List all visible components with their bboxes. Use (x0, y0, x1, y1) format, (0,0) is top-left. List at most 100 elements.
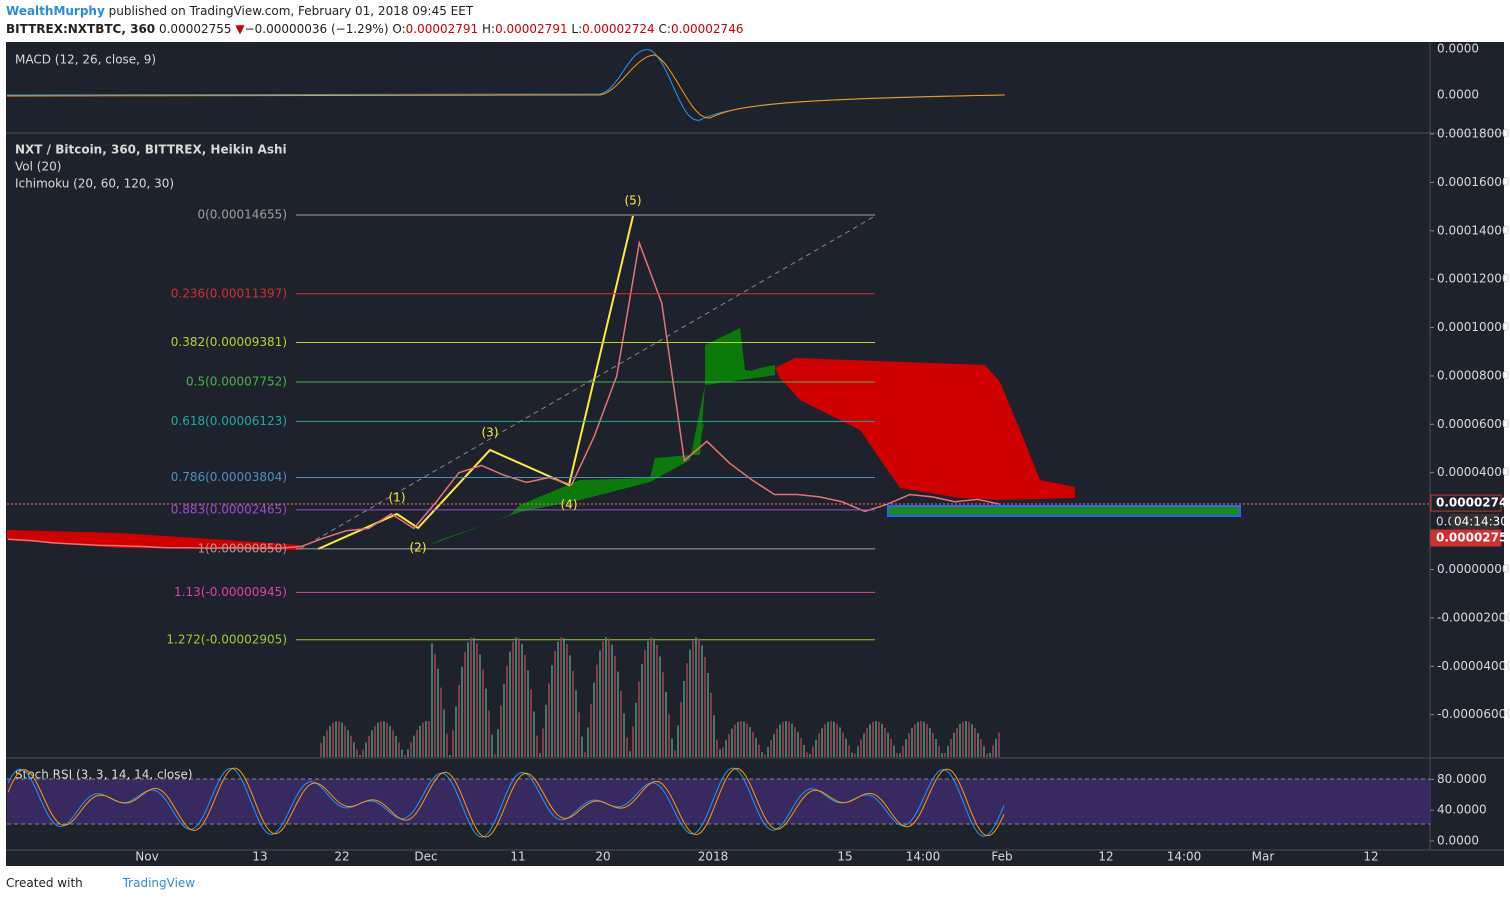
price-series (7, 240, 1001, 549)
volume-bar (617, 671, 619, 757)
brand[interactable]: TradingView (122, 876, 196, 890)
volume-bar (329, 725, 331, 757)
volume-bar (881, 723, 883, 757)
volume-bar (752, 732, 754, 757)
created: Created with (6, 876, 83, 890)
volume-bar (890, 738, 892, 757)
low: 0.00002724 (582, 22, 655, 36)
volume-bar (359, 755, 361, 757)
wave-line (317, 215, 634, 550)
volume-bar (827, 721, 829, 757)
volume-bar (863, 733, 865, 757)
volume-bar (413, 735, 415, 757)
volume-bar (836, 723, 838, 757)
volume-bar (332, 722, 334, 757)
volume-bar (428, 721, 430, 757)
x-tick-label: 15 (837, 850, 852, 864)
volume-bar (731, 728, 733, 757)
wave-label: (1) (389, 491, 406, 505)
volume-bar (695, 637, 697, 757)
volume-bar (584, 752, 586, 757)
stoch-tick-label: 40.0000 (1437, 803, 1487, 817)
volume-bar (671, 738, 673, 757)
volume-bar (476, 643, 478, 757)
volume-bar (842, 732, 844, 757)
volume-bar (446, 733, 448, 757)
y-tick-label: 0.00008000 (1437, 368, 1510, 382)
volume-bar (788, 721, 790, 757)
volume-bar (473, 637, 475, 757)
volume-bar (803, 745, 805, 757)
volume-bar (341, 722, 343, 757)
volume-bar (677, 725, 679, 757)
volume-bar (773, 733, 775, 757)
volume-bar (872, 721, 874, 757)
volume-bar (563, 638, 565, 757)
volume-bar (449, 755, 451, 757)
chart: MACD (12, 26, close, 9) NXT / Bitcoin, 36… (6, 42, 1510, 866)
volume-bar (653, 638, 655, 757)
volume-bar (650, 637, 652, 757)
volume-bar (539, 753, 541, 757)
volume-bar (410, 742, 412, 757)
volume-bar (767, 746, 769, 757)
indicator-legend: Ichimoku (20, 60, 120, 30) (15, 177, 174, 191)
volume-bar (383, 721, 385, 757)
volume-bar (821, 728, 823, 757)
volume-bar (668, 714, 670, 757)
symbol: BITTREX:NXTBTC, 360 (6, 22, 156, 36)
stoch-bounds (7, 778, 1430, 825)
volume-bar (530, 689, 532, 757)
volume-bar (944, 753, 946, 757)
volume-bar (761, 752, 763, 757)
volume-bar (362, 749, 364, 757)
fib-label: 0.236(0.00011397) (171, 286, 287, 300)
volume-bar (938, 745, 940, 757)
volume-bar (962, 721, 964, 757)
volume-bar (902, 746, 904, 757)
volume-bar (338, 721, 340, 757)
volume-bar (782, 722, 784, 757)
volume-bar (740, 721, 742, 757)
volume-bar (743, 721, 745, 757)
y-tick-label: 0.00014000 (1437, 223, 1510, 237)
volume-bar (914, 724, 916, 757)
volume-bar (557, 641, 559, 757)
volume-bar (536, 735, 538, 757)
volume-bar (725, 740, 727, 757)
stoch-tick-label: 0.0000 (1437, 834, 1479, 848)
fib-label: 1(0.00000850) (197, 541, 287, 555)
volume-bar (545, 704, 547, 757)
volume-bar (833, 721, 835, 757)
volume-bar (593, 682, 595, 757)
volume-bar (848, 745, 850, 757)
l-label: L: (571, 22, 583, 36)
volume-bar (710, 692, 712, 757)
volume-bar (524, 654, 526, 757)
x-tick-label: 14:00 (1167, 850, 1202, 864)
volume-bar (770, 739, 772, 757)
o-label: O: (392, 22, 406, 36)
fib-label: 0.5(0.00007752) (186, 374, 287, 388)
volume-bar (515, 637, 517, 757)
y-tick-label: -0.00004000 (1437, 659, 1510, 673)
volume-bar (719, 749, 721, 757)
volume-bar (956, 727, 958, 757)
volume-bar (701, 645, 703, 757)
x-tick-label: 11 (510, 850, 525, 864)
volume-bar (500, 705, 502, 757)
volume-bar (512, 641, 514, 757)
volume-bar (407, 749, 409, 757)
author[interactable]: WealthMurphy (6, 4, 105, 18)
volume-bar (926, 724, 928, 757)
volume-bar (809, 754, 811, 757)
fib-label: 0.786(0.00003804) (171, 470, 287, 484)
volume-bar (971, 724, 973, 757)
volume-bar (824, 724, 826, 757)
volume-bar (797, 732, 799, 757)
volume-bar (698, 638, 700, 757)
volume-bar (527, 670, 529, 757)
volume-bar (482, 669, 484, 757)
ichimoku-cloud (775, 358, 1075, 500)
volume-bar (575, 690, 577, 757)
